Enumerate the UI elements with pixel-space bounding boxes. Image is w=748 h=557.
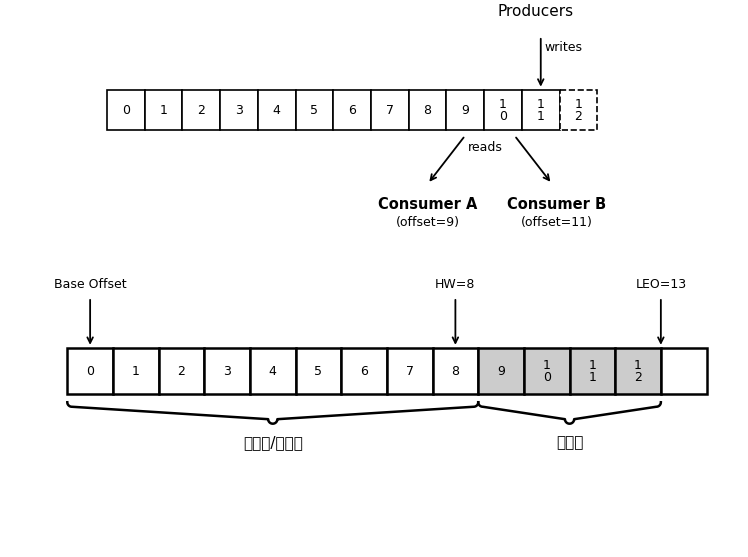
Bar: [371, 90, 408, 130]
Text: HW=8: HW=8: [435, 278, 476, 291]
Bar: [341, 348, 387, 394]
Text: reads: reads: [468, 141, 503, 154]
Text: (offset=11): (offset=11): [521, 216, 593, 229]
Bar: [295, 90, 334, 130]
Text: Base Offset: Base Offset: [54, 278, 126, 291]
Bar: [258, 90, 295, 130]
Bar: [560, 90, 598, 130]
Text: 8: 8: [451, 365, 459, 378]
Bar: [408, 90, 447, 130]
Bar: [522, 90, 560, 130]
Text: 8: 8: [423, 104, 432, 116]
Text: 6: 6: [360, 365, 368, 378]
Text: 1
1: 1 1: [589, 359, 596, 384]
Text: 6: 6: [349, 104, 356, 116]
Bar: [183, 90, 220, 130]
Text: 3: 3: [223, 365, 231, 378]
Bar: [220, 90, 258, 130]
Bar: [484, 90, 522, 130]
Bar: [478, 348, 524, 394]
Bar: [159, 348, 204, 394]
Text: writes: writes: [545, 41, 583, 54]
Text: 已提交/已备份: 已提交/已备份: [243, 436, 303, 451]
Text: 3: 3: [235, 104, 243, 116]
Text: Producers: Producers: [497, 4, 574, 19]
Bar: [107, 90, 144, 130]
Bar: [67, 348, 113, 394]
Text: 1
2: 1 2: [574, 97, 583, 123]
Text: 4: 4: [269, 365, 277, 378]
Text: (offset=9): (offset=9): [396, 216, 459, 229]
Text: 9: 9: [497, 365, 505, 378]
Text: 0: 0: [122, 104, 130, 116]
Bar: [660, 348, 707, 394]
Bar: [569, 348, 615, 394]
Text: 2: 2: [197, 104, 205, 116]
Text: 1
1: 1 1: [537, 97, 545, 123]
Text: 5: 5: [314, 365, 322, 378]
Bar: [447, 90, 484, 130]
Text: Consumer B: Consumer B: [507, 197, 607, 212]
Bar: [334, 90, 371, 130]
Bar: [295, 348, 341, 394]
Text: 0: 0: [86, 365, 94, 378]
Text: 1
0: 1 0: [543, 359, 551, 384]
Bar: [387, 348, 432, 394]
Text: 1: 1: [159, 104, 168, 116]
Text: 1
0: 1 0: [499, 97, 507, 123]
Text: 4: 4: [273, 104, 280, 116]
Text: 未提交: 未提交: [556, 436, 583, 451]
Text: 2: 2: [177, 365, 186, 378]
Text: LEO=13: LEO=13: [635, 278, 687, 291]
Bar: [432, 348, 478, 394]
Text: 9: 9: [462, 104, 469, 116]
Text: 7: 7: [386, 104, 394, 116]
Text: 1: 1: [132, 365, 140, 378]
Bar: [524, 348, 569, 394]
Bar: [144, 90, 183, 130]
Bar: [113, 348, 159, 394]
Text: Consumer A: Consumer A: [378, 197, 477, 212]
Text: 7: 7: [405, 365, 414, 378]
Bar: [615, 348, 660, 394]
Text: 5: 5: [310, 104, 319, 116]
Text: 1
2: 1 2: [634, 359, 642, 384]
Bar: [204, 348, 250, 394]
Bar: [250, 348, 295, 394]
